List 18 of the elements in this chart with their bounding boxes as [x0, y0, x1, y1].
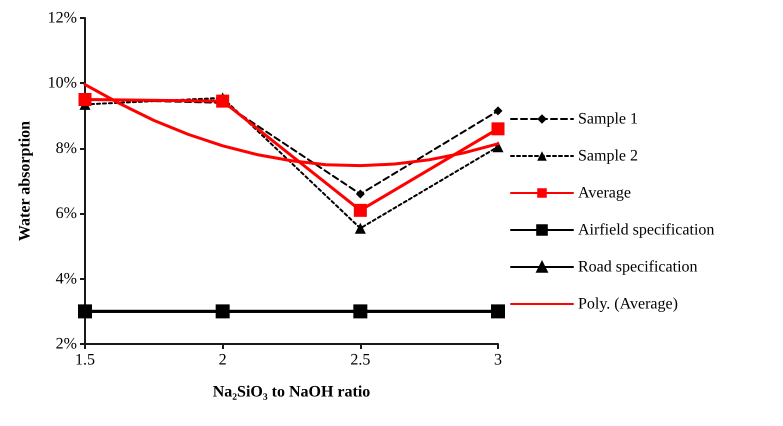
x-tick-label: 2	[218, 352, 227, 368]
legend-label: Airfield specification	[578, 222, 714, 238]
x-axis-title: Na₂SiO₃ to NaOH ratio	[212, 384, 370, 400]
x-tick-label: 3	[494, 352, 502, 368]
legend-label: Sample 1	[578, 110, 638, 128]
legend-label: Sample 2	[578, 148, 638, 164]
x-tick-label: 2.5	[350, 352, 370, 368]
x-tick-label: 1.5	[75, 352, 95, 368]
y-tick-label: 8%	[56, 140, 77, 157]
legend-label: Road specification	[578, 258, 698, 276]
legend-label: Poly. (Average)	[578, 296, 678, 312]
y-tick-label: 12%	[48, 10, 77, 26]
y-axis-title: Water absorption	[16, 120, 34, 242]
y-tick-label: 4%	[56, 270, 77, 288]
y-tick-label: 6%	[56, 205, 77, 222]
y-tick-label: 10%	[48, 74, 77, 92]
y-tick-label: 2%	[56, 336, 77, 352]
legend-label: Average	[578, 184, 631, 202]
